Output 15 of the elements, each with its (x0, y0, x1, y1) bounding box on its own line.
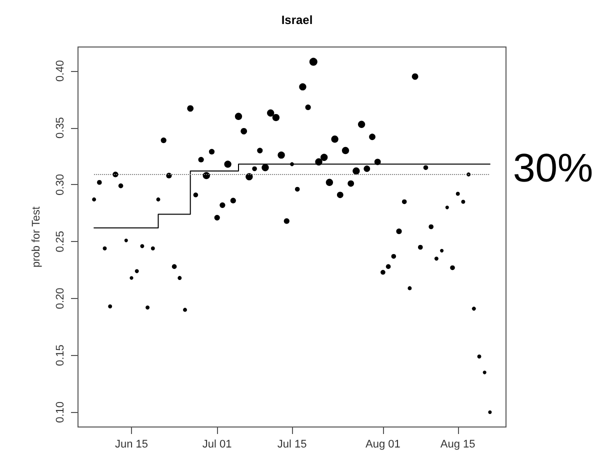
y-tick-label: 0.20 (54, 288, 66, 310)
y-tick-label: 0.30 (54, 174, 66, 196)
y-tick-label: 0.40 (54, 60, 66, 82)
x-tick-label: Jun 15 (114, 438, 148, 450)
chart-title: Israel (281, 13, 313, 27)
x-tick-label: Jul 01 (202, 438, 232, 450)
text: 30% (513, 146, 594, 190)
y-tick-label: 0.25 (54, 230, 66, 252)
y-tick-label: 0.10 (54, 402, 66, 423)
x-tick-label: Aug 01 (366, 438, 400, 450)
x-tick-label: Aug 15 (440, 438, 476, 450)
y-tick-label: 0.35 (54, 117, 66, 138)
y-tick-label: 0.15 (54, 344, 66, 366)
x-tick-label: Jul 15 (277, 438, 307, 450)
y-axis-title: prob for Test (30, 206, 42, 268)
